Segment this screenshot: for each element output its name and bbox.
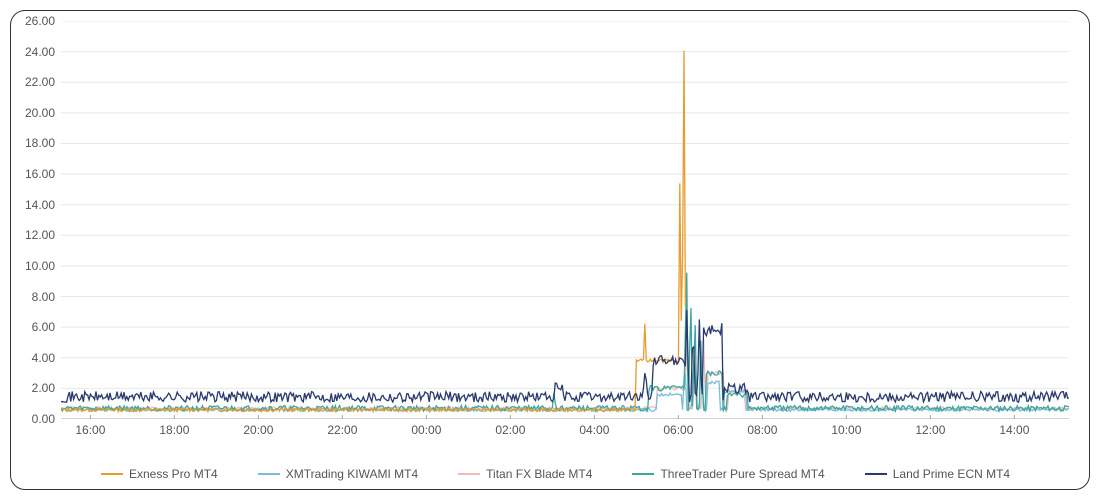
y-tick-label: 6.00: [32, 320, 55, 334]
y-tick-label: 26.00: [25, 14, 55, 28]
chart-svg: [61, 21, 1069, 419]
legend-item: XMTrading KIWAMI MT4: [258, 467, 418, 481]
spread-chart: 0.00 2.00 4.00 6.00 8.00 10.00 12.00 14.00 16.00…: [10, 10, 1090, 490]
legend: Exness Pro MT4 XMTrading KIWAMI MT4 Titan …: [101, 467, 1069, 481]
series-three: [61, 273, 1069, 411]
x-tick-label: 02:00: [495, 423, 525, 437]
legend-swatch: [458, 473, 480, 475]
x-tick-label: 10:00: [831, 423, 861, 437]
y-tick-label: 18.00: [25, 136, 55, 150]
legend-label: XMTrading KIWAMI MT4: [286, 467, 418, 481]
legend-swatch: [632, 473, 654, 475]
x-tick-label: 20:00: [243, 423, 273, 437]
x-tick-label: 18:00: [159, 423, 189, 437]
legend-item: Land Prime ECN MT4: [865, 467, 1010, 481]
legend-label: Land Prime ECN MT4: [893, 467, 1010, 481]
x-tick-label: 16:00: [75, 423, 105, 437]
legend-label: Titan FX Blade MT4: [486, 467, 592, 481]
x-tick-label: 00:00: [411, 423, 441, 437]
legend-swatch: [258, 473, 280, 475]
legend-item: ThreeTrader Pure Spread MT4: [632, 467, 824, 481]
legend-item: Titan FX Blade MT4: [458, 467, 592, 481]
y-tick-label: 16.00: [25, 167, 55, 181]
plot-area: 0.002.004.006.008.0010.0012.0014.0016.00…: [61, 21, 1069, 419]
legend-swatch: [101, 473, 123, 475]
x-tick-label: 22:00: [327, 423, 357, 437]
y-tick-label: 24.00: [25, 45, 55, 59]
x-tick-label: 14:00: [999, 423, 1029, 437]
legend-item: Exness Pro MT4: [101, 467, 218, 481]
y-tick-label: 20.00: [25, 106, 55, 120]
x-tick-label: 06:00: [663, 423, 693, 437]
x-tick-label: 04:00: [579, 423, 609, 437]
y-tick-label: 10.00: [25, 259, 55, 273]
legend-label: Exness Pro MT4: [129, 467, 218, 481]
x-tick-label: 12:00: [915, 423, 945, 437]
legend-swatch: [865, 473, 887, 475]
y-tick-label: 2.00: [32, 381, 55, 395]
legend-label: ThreeTrader Pure Spread MT4: [660, 467, 824, 481]
y-tick-label: 0.00: [32, 412, 55, 426]
y-tick-label: 12.00: [25, 228, 55, 242]
x-tick-label: 08:00: [747, 423, 777, 437]
y-tick-label: 22.00: [25, 75, 55, 89]
y-tick-label: 8.00: [32, 290, 55, 304]
y-tick-label: 14.00: [25, 198, 55, 212]
y-tick-label: 4.00: [32, 351, 55, 365]
